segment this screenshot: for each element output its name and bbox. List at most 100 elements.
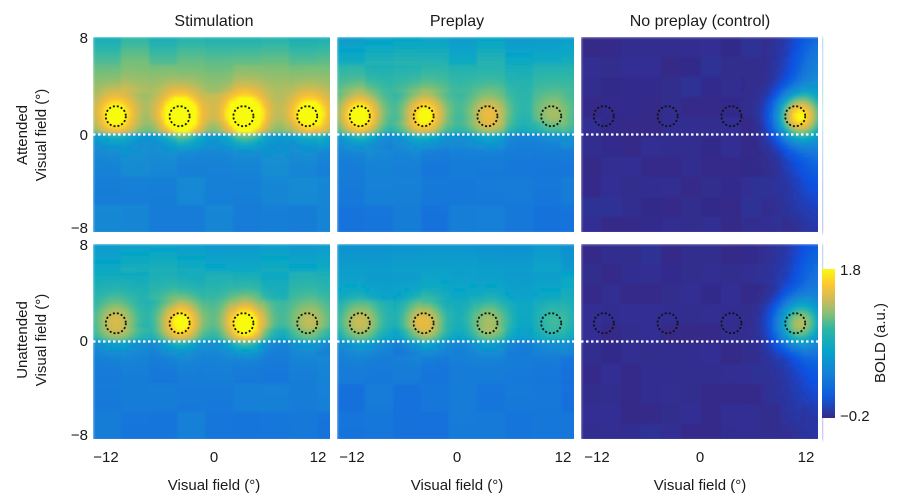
heatmap-cell [189, 129, 194, 134]
heatmap-cell [205, 73, 210, 78]
heatmap-cell [285, 41, 290, 46]
heatmap-cell [281, 109, 286, 114]
heatmap-cell [253, 81, 258, 86]
heatmap-cell [245, 85, 250, 90]
heatmap-cell [261, 137, 266, 142]
heatmap-cell [197, 53, 202, 58]
heatmap-cell [173, 101, 178, 106]
heatmap-cell [221, 121, 226, 126]
heatmap-cell [213, 65, 218, 70]
heatmap-cell [165, 89, 170, 94]
heatmap-cell [321, 37, 326, 42]
heatmap-cell [281, 105, 286, 110]
heatmap-cell [193, 113, 198, 118]
heatmap-cell [141, 69, 146, 74]
heatmap-cell [185, 41, 190, 46]
heatmap-cell [169, 41, 174, 46]
heatmap-cell [289, 73, 294, 78]
heatmap-cell [93, 49, 98, 54]
heatmap-cell [313, 73, 318, 78]
heatmap-cell [141, 49, 146, 54]
x-tick-col1-neg12: −12 [93, 449, 118, 466]
heatmap-cell [293, 57, 298, 62]
heatmap-cell [233, 105, 238, 110]
heatmap-cell [193, 97, 198, 102]
heatmap-cell [249, 89, 254, 94]
heatmap-cell [149, 61, 154, 66]
heatmap-cell [197, 129, 202, 134]
heatmap-cell [209, 61, 214, 66]
heatmap-cell [205, 105, 210, 110]
heatmap-cell [185, 93, 190, 98]
heatmap-cell [201, 73, 206, 78]
heatmap-cell [197, 61, 202, 66]
heatmap-cell [317, 89, 322, 94]
heatmap-cell [269, 109, 274, 114]
heatmap-cell [197, 73, 202, 78]
heatmap-cell [281, 125, 286, 130]
heatmap-cell [225, 125, 230, 130]
heatmap-cell [157, 121, 162, 126]
heatmap-cell [205, 137, 210, 142]
heatmap-cell [201, 37, 206, 42]
heatmap-cell [177, 129, 182, 134]
heatmap-cell [121, 45, 126, 50]
heatmap-cell [273, 89, 278, 94]
heatmap-cell [125, 77, 130, 82]
heatmap-cell [253, 85, 258, 90]
heatmap-cell [313, 81, 318, 86]
heatmap-cell [257, 65, 262, 70]
heatmap-cell [265, 85, 270, 90]
heatmap-cell [177, 101, 182, 106]
heatmap-cell [253, 137, 258, 142]
heatmap-cell [133, 77, 138, 82]
heatmap-cell [133, 69, 138, 74]
heatmap-cell [117, 37, 122, 42]
heatmap-cell [97, 57, 102, 62]
heatmap-cell [221, 93, 226, 98]
y-axis-label-top: Visual field (°) [33, 89, 50, 181]
heatmap-cell [249, 137, 254, 142]
heatmap-cell [109, 97, 114, 102]
heatmap-cell [133, 121, 138, 126]
heatmap-cell [129, 49, 134, 54]
heatmap-cell [325, 97, 330, 102]
heatmap-cell [317, 73, 322, 78]
heatmap-cell [269, 93, 274, 98]
heatmap-cell [193, 109, 198, 114]
heatmap-cell [241, 93, 246, 98]
heatmap-cell [189, 137, 194, 142]
heatmap-cell [157, 69, 162, 74]
heatmap-cell [285, 121, 290, 126]
heatmap-cell [93, 101, 98, 106]
heatmap-cell [277, 125, 282, 130]
heatmap-cell [137, 117, 142, 122]
heatmap-cell [285, 105, 290, 110]
heatmap-cell [121, 89, 126, 94]
heatmap-cell [265, 73, 270, 78]
heatmap-cell [325, 37, 330, 42]
heatmap-cell [289, 49, 294, 54]
heatmap-cell [321, 89, 326, 94]
heatmap-cell [129, 65, 134, 70]
heatmap-cell [169, 61, 174, 66]
heatmap-cell [173, 77, 178, 82]
heatmap-cell [213, 117, 218, 122]
heatmap-cell [257, 77, 262, 82]
heatmap-cell [205, 77, 210, 82]
heatmap-cell [325, 101, 330, 106]
heatmap-cell [265, 93, 270, 98]
heatmap-cell [205, 93, 210, 98]
heatmap-cell [277, 37, 282, 42]
heatmap-cell [201, 49, 206, 54]
heatmap-cell [137, 81, 142, 86]
heatmap-cell [289, 85, 294, 90]
heatmap-cell [229, 61, 234, 66]
heatmap-cell [129, 61, 134, 66]
heatmap-cell [105, 97, 110, 102]
heatmap-cell [293, 85, 298, 90]
heatmap-cell [269, 137, 274, 142]
heatmap-cell [325, 49, 330, 54]
heatmap-cell [293, 65, 298, 70]
heatmap-cell [121, 77, 126, 82]
